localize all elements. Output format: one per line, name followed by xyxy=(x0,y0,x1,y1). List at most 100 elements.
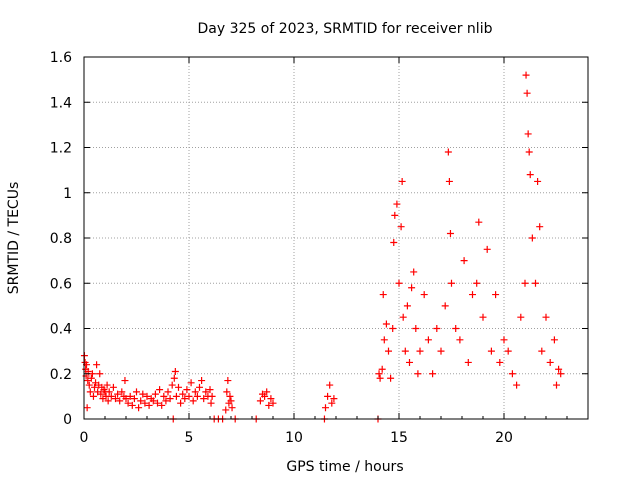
data-point xyxy=(226,392,234,400)
data-point xyxy=(444,148,452,156)
data-point xyxy=(265,401,273,409)
x-axis-label: GPS time / hours xyxy=(286,459,403,475)
data-point xyxy=(145,401,153,409)
data-point xyxy=(88,370,96,378)
data-point xyxy=(460,257,468,265)
data-point xyxy=(86,388,94,396)
x-tick-label: 5 xyxy=(185,430,194,446)
data-point xyxy=(143,392,151,400)
data-point xyxy=(256,397,264,405)
data-point xyxy=(385,347,392,355)
data-point xyxy=(179,390,187,398)
y-tick-label: 0.2 xyxy=(50,367,72,383)
x-tick-label: 15 xyxy=(390,430,408,446)
y-axis-label: SRMTID / TECUs xyxy=(6,182,22,295)
data-point xyxy=(526,171,534,179)
data-point xyxy=(393,200,401,208)
data-point xyxy=(222,406,230,414)
data-point xyxy=(550,336,558,344)
data-point xyxy=(227,397,235,405)
data-point xyxy=(330,395,338,403)
data-point xyxy=(475,218,483,226)
chart-title: Day 325 of 2023, SRMTID for receiver nli… xyxy=(198,21,493,37)
data-point xyxy=(191,388,199,396)
y-tick-label: 1.2 xyxy=(50,141,72,157)
data-point xyxy=(380,336,388,344)
data-point xyxy=(525,148,533,156)
data-point xyxy=(228,404,236,412)
y-tick-label: 1.6 xyxy=(50,50,72,66)
data-point xyxy=(128,401,136,409)
data-point xyxy=(85,381,93,389)
data-point xyxy=(522,71,530,79)
data-point xyxy=(324,392,332,400)
data-point xyxy=(557,370,565,378)
data-point xyxy=(534,177,542,185)
data-point xyxy=(524,130,532,138)
data-point xyxy=(141,399,149,407)
data-point xyxy=(177,399,185,407)
y-tick-label: 0.6 xyxy=(50,276,72,292)
data-point xyxy=(322,404,329,412)
data-point xyxy=(187,379,195,387)
data-point xyxy=(395,279,403,287)
data-point xyxy=(382,320,390,328)
data-point xyxy=(326,381,334,389)
grid-layer xyxy=(84,57,588,419)
data-point xyxy=(208,392,216,400)
data-point xyxy=(546,358,554,366)
data-layer xyxy=(80,71,565,423)
data-point xyxy=(97,390,105,398)
data-point xyxy=(135,404,143,412)
data-point xyxy=(105,388,113,396)
x-tick-label: 0 xyxy=(80,430,89,446)
data-point xyxy=(267,395,275,403)
data-point xyxy=(387,374,395,382)
data-point xyxy=(103,381,111,389)
data-point xyxy=(536,223,544,231)
data-point xyxy=(464,358,472,366)
data-point xyxy=(379,291,387,299)
data-point xyxy=(116,397,124,405)
data-point xyxy=(408,284,416,292)
data-point xyxy=(433,325,441,332)
data-point xyxy=(124,399,132,407)
data-point xyxy=(414,370,422,378)
data-point xyxy=(166,395,174,403)
data-point xyxy=(139,390,147,398)
data-point xyxy=(114,390,122,398)
data-point xyxy=(223,388,231,396)
data-point xyxy=(133,388,140,396)
data-point xyxy=(189,397,197,405)
data-point xyxy=(538,347,546,355)
data-point xyxy=(122,395,130,403)
data-point xyxy=(542,313,550,321)
data-point xyxy=(456,336,464,344)
data-point xyxy=(84,377,92,385)
data-point xyxy=(446,229,454,237)
data-point xyxy=(399,313,407,321)
data-point xyxy=(528,234,536,242)
data-point xyxy=(183,386,191,394)
data-point xyxy=(390,239,398,247)
data-point xyxy=(224,377,232,385)
data-point xyxy=(112,395,119,403)
y-tick-label: 1 xyxy=(63,186,72,202)
data-point xyxy=(200,395,208,403)
data-point xyxy=(181,395,189,403)
data-point xyxy=(532,279,539,287)
y-tick-label: 0 xyxy=(63,412,72,428)
data-point xyxy=(376,374,384,382)
data-point xyxy=(378,365,386,373)
data-point xyxy=(397,223,405,231)
data-point xyxy=(168,381,176,389)
data-point xyxy=(448,279,455,287)
x-tick-label: 10 xyxy=(285,430,303,446)
data-point xyxy=(553,381,560,389)
data-point xyxy=(175,383,182,391)
data-point xyxy=(263,388,271,396)
data-point xyxy=(158,401,166,409)
data-point xyxy=(479,313,487,321)
data-point xyxy=(487,347,495,355)
